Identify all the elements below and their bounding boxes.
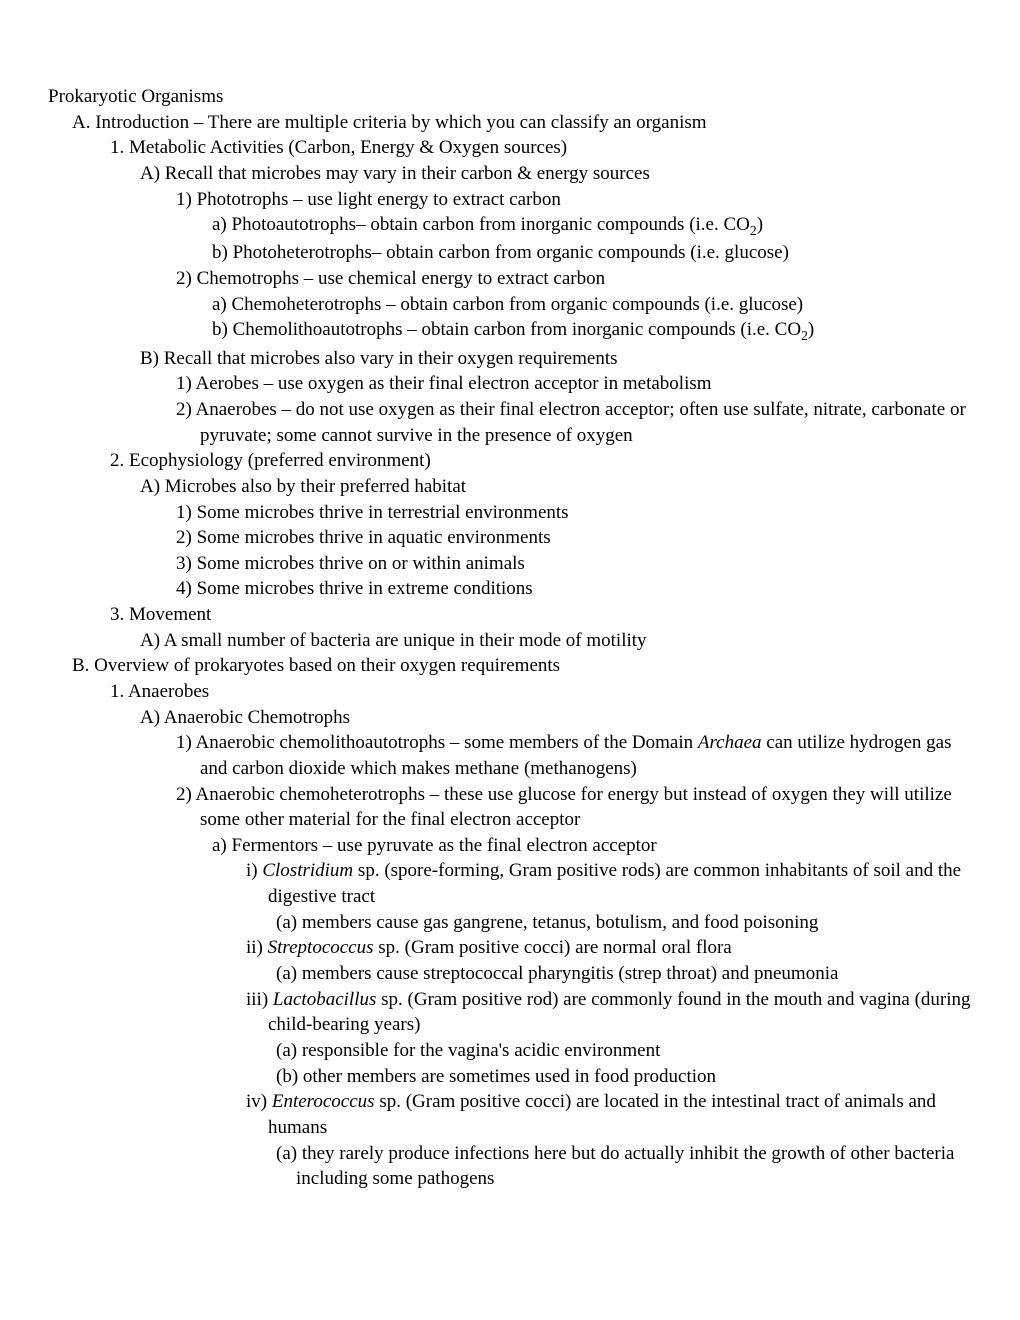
item-lactobacillus-food: (b) other members are sometimes used in … bbox=[276, 1064, 972, 1090]
text: i) bbox=[246, 860, 262, 881]
item-chemolithoautotrophs: b) Chemolithoautotrophs – obtain carbon … bbox=[212, 317, 972, 345]
text: ii) bbox=[246, 937, 268, 958]
text: sp. (spore-forming, Gram positive rods) … bbox=[268, 860, 961, 907]
section-B-heading: B. Overview of prokaryotes based on thei… bbox=[72, 653, 972, 679]
section-A3-heading: 3. Movement bbox=[110, 602, 972, 628]
item-fermentors: a) Fermentors – use pyruvate as the fina… bbox=[212, 833, 972, 859]
genus-streptococcus: Streptococcus bbox=[268, 937, 374, 958]
item-clostridium: i) Clostridium sp. (spore-forming, Gram … bbox=[48, 858, 972, 909]
item-anaerobes: 2) Anaerobes – do not use oxygen as thei… bbox=[48, 397, 972, 448]
item-motility: A) A small number of bacteria are unique… bbox=[140, 628, 972, 654]
subscript: 2 bbox=[801, 328, 808, 343]
text: ) bbox=[808, 319, 814, 340]
item-aquatic: 2) Some microbes thrive in aquatic envir… bbox=[176, 525, 972, 551]
section-A2-heading: 2. Ecophysiology (preferred environment) bbox=[110, 448, 972, 474]
genus-archaea: Archaea bbox=[698, 732, 762, 753]
item-streptococcus-diseases: (a) members cause streptococcal pharyngi… bbox=[276, 961, 972, 987]
section-A1-heading: 1. Metabolic Activities (Carbon, Energy … bbox=[110, 135, 972, 161]
item-enterococcus: iv) Enterococcus sp. (Gram positive cocc… bbox=[48, 1089, 972, 1140]
item-anaerobic-chemohetero: 2) Anaerobic chemoheterotrophs – these u… bbox=[48, 782, 972, 833]
section-A2A-heading: A) Microbes also by their preferred habi… bbox=[140, 474, 972, 500]
item-phototrophs: 1) Phototrophs – use light energy to ext… bbox=[176, 187, 972, 213]
text: ) bbox=[757, 214, 763, 235]
section-A-heading: A. Introduction – There are multiple cri… bbox=[72, 110, 972, 136]
item-anaerobic-chemolitho: 1) Anaerobic chemolithoautotrophs – some… bbox=[48, 730, 972, 781]
text: sp. (Gram positive cocci) are normal ora… bbox=[374, 937, 732, 958]
item-terrestrial: 1) Some microbes thrive in terrestrial e… bbox=[176, 500, 972, 526]
item-aerobes: 1) Aerobes – use oxygen as their final e… bbox=[176, 371, 972, 397]
text: iii) bbox=[246, 989, 273, 1010]
text: 1) Anaerobic chemolithoautotrophs – some… bbox=[176, 732, 698, 753]
item-photoheterotrophs: b) Photoheterotrophs– obtain carbon from… bbox=[212, 240, 972, 266]
item-chemotrophs: 2) Chemotrophs – use chemical energy to … bbox=[176, 266, 972, 292]
genus-enterococcus: Enterococcus bbox=[272, 1091, 375, 1112]
item-enterococcus-inhibit: (a) they rarely produce infections here … bbox=[48, 1141, 972, 1192]
section-A1A-heading: A) Recall that microbes may vary in thei… bbox=[140, 161, 972, 187]
genus-clostridium: Clostridium bbox=[262, 860, 353, 881]
section-A1B-heading: B) Recall that microbes also vary in the… bbox=[140, 346, 972, 372]
item-chemoheterotrophs: a) Chemoheterotrophs – obtain carbon fro… bbox=[212, 292, 972, 318]
item-clostridium-diseases: (a) members cause gas gangrene, tetanus,… bbox=[276, 910, 972, 936]
genus-lactobacillus: Lactobacillus bbox=[273, 989, 376, 1010]
item-lactobacillus-acidic: (a) responsible for the vagina's acidic … bbox=[276, 1038, 972, 1064]
item-lactobacillus: iii) Lactobacillus sp. (Gram positive ro… bbox=[48, 987, 972, 1038]
text: a) Photoautotrophs– obtain carbon from i… bbox=[212, 214, 750, 235]
item-extreme: 4) Some microbes thrive in extreme condi… bbox=[176, 576, 972, 602]
text: b) Chemolithoautotrophs – obtain carbon … bbox=[212, 319, 801, 340]
item-streptococcus: ii) Streptococcus sp. (Gram positive coc… bbox=[48, 935, 972, 961]
item-photoautotrophs: a) Photoautotrophs– obtain carbon from i… bbox=[212, 212, 972, 240]
section-B1A-heading: A) Anaerobic Chemotrophs bbox=[140, 705, 972, 731]
subscript: 2 bbox=[750, 223, 757, 238]
section-B1-heading: 1. Anaerobes bbox=[110, 679, 972, 705]
document-title: Prokaryotic Organisms bbox=[48, 84, 972, 110]
item-animals: 3) Some microbes thrive on or within ani… bbox=[176, 551, 972, 577]
text: iv) bbox=[246, 1091, 272, 1112]
